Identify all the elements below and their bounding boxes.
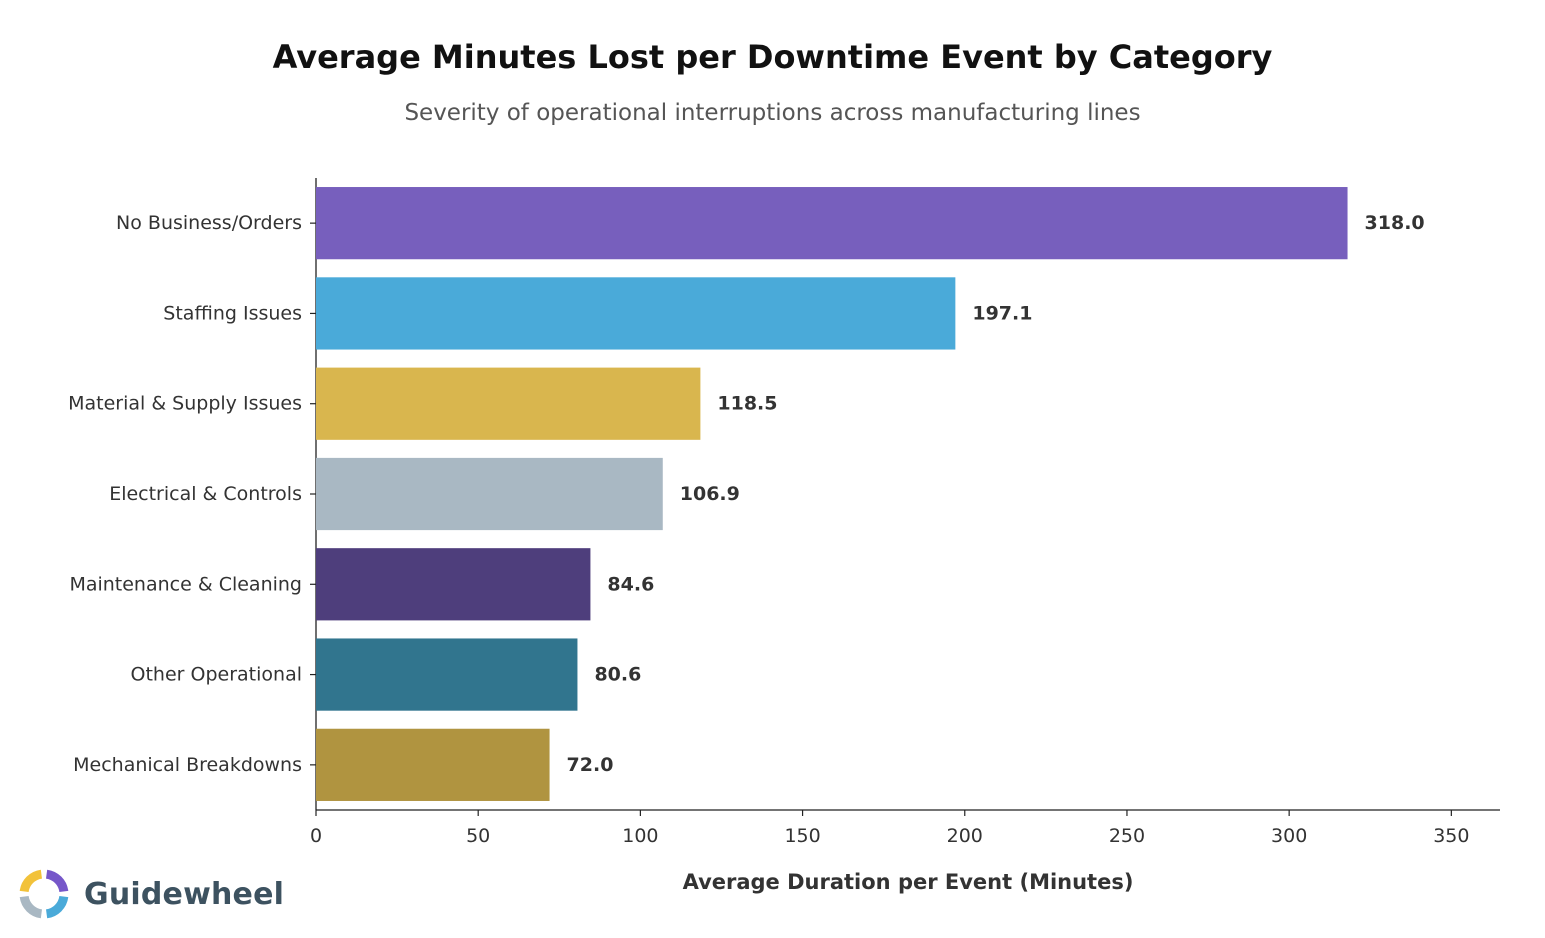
guidewheel-wheel-icon — [19, 869, 69, 919]
value-label: 72.0 — [567, 754, 614, 776]
bar-5 — [316, 638, 578, 711]
chart-subtitle: Severity of operational interruptions ac… — [404, 100, 1141, 126]
guidewheel-logo: Guidewheel — [18, 868, 284, 920]
logo-segment — [45, 869, 69, 893]
bar-2 — [316, 367, 701, 440]
value-label: 118.5 — [717, 393, 777, 415]
x-tick-label: 150 — [784, 825, 820, 847]
brand-name: Guidewheel — [84, 876, 285, 912]
bar-0 — [316, 187, 1348, 260]
category-label: Maintenance & Cleaning — [69, 573, 302, 595]
value-label: 318.0 — [1365, 212, 1425, 234]
x-tick-label: 250 — [1109, 825, 1145, 847]
category-label: Other Operational — [131, 664, 302, 686]
bar-4 — [316, 548, 591, 621]
x-tick-label: 100 — [622, 825, 658, 847]
x-tick-label: 350 — [1433, 825, 1469, 847]
x-tick-label: 50 — [466, 825, 490, 847]
logo-segment — [45, 895, 69, 919]
x-axis-label: Average Duration per Event (Minutes) — [683, 870, 1134, 894]
category-label: Electrical & Controls — [109, 483, 302, 505]
x-tick-label: 300 — [1271, 825, 1307, 847]
category-label: Staffing Issues — [163, 302, 302, 324]
bar-6 — [316, 728, 550, 801]
category-label: No Business/Orders — [116, 212, 302, 234]
category-label: Material & Supply Issues — [68, 393, 302, 415]
bar-3 — [316, 457, 663, 531]
logo-segment — [19, 869, 43, 893]
value-label: 84.6 — [607, 573, 654, 595]
category-label: Mechanical Breakdowns — [73, 754, 302, 776]
bar-1 — [316, 277, 956, 350]
logo-segment — [19, 895, 43, 919]
x-tick-label: 200 — [947, 825, 983, 847]
value-label: 106.9 — [680, 483, 740, 505]
value-label: 197.1 — [972, 302, 1032, 324]
value-label: 80.6 — [594, 664, 641, 686]
chart-title: Average Minutes Lost per Downtime Event … — [272, 38, 1273, 76]
x-tick-label: 0 — [310, 825, 322, 847]
